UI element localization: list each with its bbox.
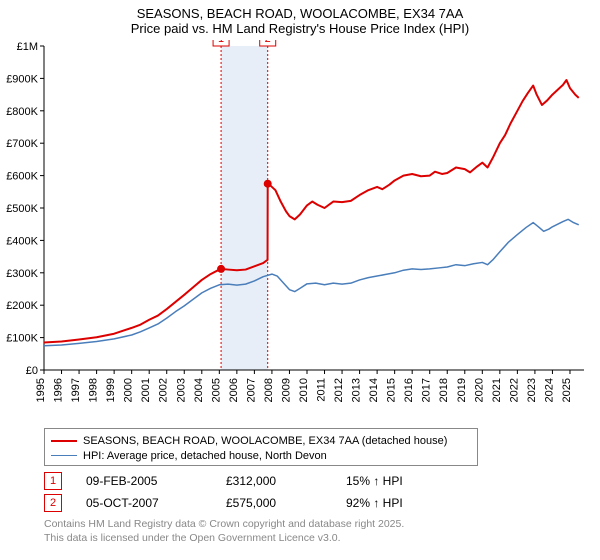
svg-text:£700K: £700K xyxy=(6,138,38,150)
svg-text:£300K: £300K xyxy=(6,268,38,280)
svg-text:2003: 2003 xyxy=(175,378,187,402)
legend-label-price-paid: SEASONS, BEACH ROAD, WOOLACOMBE, EX34 7A… xyxy=(83,435,447,447)
svg-text:2006: 2006 xyxy=(228,378,240,402)
table-row: 2 05-OCT-2007 £575,000 92% ↑ HPI xyxy=(44,492,466,514)
svg-text:£800K: £800K xyxy=(6,106,38,118)
svg-text:2021: 2021 xyxy=(491,378,503,402)
svg-text:2019: 2019 xyxy=(456,378,468,402)
svg-text:1997: 1997 xyxy=(70,378,82,402)
legend-item-hpi: HPI: Average price, detached house, Nort… xyxy=(51,448,471,463)
svg-text:2008: 2008 xyxy=(263,378,275,402)
svg-text:£0: £0 xyxy=(26,365,38,377)
svg-text:1: 1 xyxy=(218,40,224,45)
svg-text:2012: 2012 xyxy=(333,378,345,402)
attribution-line-2: This data is licensed under the Open Gov… xyxy=(44,532,404,546)
marker-date-1: 09-FEB-2005 xyxy=(86,474,226,488)
chart-area: £0 £100K £200K £300K £400K £500K £600K £700K £80… xyxy=(0,40,600,420)
legend-item-price-paid: SEASONS, BEACH ROAD, WOOLACOMBE, EX34 7A… xyxy=(51,433,471,448)
marker-badge-1: 1 xyxy=(44,472,62,490)
svg-text:2001: 2001 xyxy=(140,378,152,402)
svg-text:1998: 1998 xyxy=(88,378,100,402)
attribution-line-1: Contains HM Land Registry data © Crown c… xyxy=(44,518,404,532)
svg-text:2: 2 xyxy=(265,40,271,45)
svg-text:2010: 2010 xyxy=(298,378,310,402)
svg-text:2020: 2020 xyxy=(473,378,485,402)
svg-text:2002: 2002 xyxy=(158,378,170,402)
svg-text:2023: 2023 xyxy=(526,378,538,402)
svg-text:1995: 1995 xyxy=(35,378,47,402)
markers-table: 1 09-FEB-2005 £312,000 15% ↑ HPI 2 05-OC… xyxy=(44,470,466,514)
title-line-2: Price paid vs. HM Land Registry's House … xyxy=(0,21,600,36)
svg-text:2004: 2004 xyxy=(193,378,205,402)
svg-text:1996: 1996 xyxy=(53,378,65,402)
svg-text:£900K: £900K xyxy=(6,73,38,85)
svg-text:2005: 2005 xyxy=(210,378,222,402)
svg-text:2018: 2018 xyxy=(438,378,450,402)
chart-svg: £0 £100K £200K £300K £400K £500K £600K £700K £80… xyxy=(0,40,600,420)
svg-text:£1M: £1M xyxy=(17,41,38,53)
legend: SEASONS, BEACH ROAD, WOOLACOMBE, EX34 7A… xyxy=(44,428,478,466)
svg-text:1999: 1999 xyxy=(105,378,117,402)
table-row: 1 09-FEB-2005 £312,000 15% ↑ HPI xyxy=(44,470,466,492)
chart-container: SEASONS, BEACH ROAD, WOOLACOMBE, EX34 7A… xyxy=(0,0,600,560)
svg-text:2013: 2013 xyxy=(351,378,363,402)
marker-price-1: £312,000 xyxy=(226,474,346,488)
svg-text:£200K: £200K xyxy=(6,300,38,312)
legend-swatch-hpi xyxy=(51,455,77,456)
svg-text:2016: 2016 xyxy=(403,378,415,402)
svg-text:2017: 2017 xyxy=(421,378,433,402)
svg-text:2014: 2014 xyxy=(368,378,380,402)
marker-badge-2: 2 xyxy=(44,494,62,512)
svg-text:2015: 2015 xyxy=(386,378,398,402)
svg-text:2022: 2022 xyxy=(508,378,520,402)
legend-label-hpi: HPI: Average price, detached house, Nort… xyxy=(83,450,327,462)
svg-text:£500K: £500K xyxy=(6,203,38,215)
svg-text:2011: 2011 xyxy=(316,378,328,402)
svg-text:2007: 2007 xyxy=(245,378,257,402)
title-line-1: SEASONS, BEACH ROAD, WOOLACOMBE, EX34 7A… xyxy=(0,6,600,21)
svg-text:2009: 2009 xyxy=(280,378,292,402)
marker-hpi-2: 92% ↑ HPI xyxy=(346,496,466,510)
legend-swatch-price-paid xyxy=(51,440,77,442)
title-block: SEASONS, BEACH ROAD, WOOLACOMBE, EX34 7A… xyxy=(0,0,600,36)
svg-text:£400K: £400K xyxy=(6,235,38,247)
attribution: Contains HM Land Registry data © Crown c… xyxy=(44,518,404,545)
marker-date-2: 05-OCT-2007 xyxy=(86,496,226,510)
marker-price-2: £575,000 xyxy=(226,496,346,510)
svg-text:2000: 2000 xyxy=(123,378,135,402)
marker-hpi-1: 15% ↑ HPI xyxy=(346,474,466,488)
svg-text:2024: 2024 xyxy=(543,378,555,402)
svg-text:2025: 2025 xyxy=(561,378,573,402)
svg-text:£100K: £100K xyxy=(6,333,38,345)
svg-text:£600K: £600K xyxy=(6,171,38,183)
